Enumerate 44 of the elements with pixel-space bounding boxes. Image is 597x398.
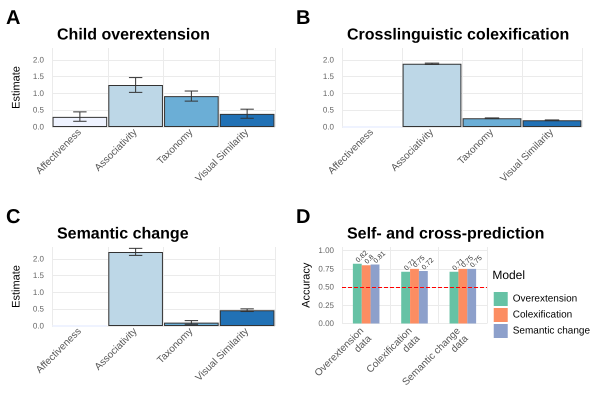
y-tick-label: 0.5 [32, 106, 45, 115]
y-tick-label: 1.5 [322, 72, 335, 82]
y-tick-label: 0.5 [32, 304, 45, 314]
y-tick-label: 0.0 [32, 122, 45, 132]
y-tick-label: 1.00 [318, 246, 335, 256]
chart-title: Crosslinguistic colexification [347, 26, 570, 44]
text: C [6, 206, 20, 228]
y-tick-label: 2.0 [32, 254, 45, 264]
bar [458, 268, 468, 324]
y-tick-label: 1.0 [322, 88, 335, 98]
y-tick-label: 2.0 [32, 55, 45, 64]
y-tick-label: 0.0 [32, 322, 45, 330]
legend-label: Overextension [512, 294, 578, 304]
y-axis-title: Estimate [10, 66, 22, 109]
bar [370, 264, 380, 324]
legend-title: Model [492, 268, 526, 282]
text: B [296, 7, 310, 29]
chart-title: Child overextension [57, 26, 210, 44]
legend-label: Semantic change [512, 326, 590, 336]
y-tick-label: 0.50 [318, 282, 335, 292]
legend-label: Colexification [512, 310, 572, 320]
bar [418, 271, 428, 324]
y-tick-label: 1.0 [32, 288, 45, 297]
y-tick-label: 0.75 [318, 264, 335, 274]
y-tick-label: 0.25 [318, 300, 335, 310]
bar [467, 268, 476, 324]
chart-title: Semantic change [57, 226, 189, 242]
y-tick-label: 1.0 [32, 88, 45, 98]
bar [410, 268, 419, 324]
bar [401, 272, 410, 324]
y-axis-title: Estimate [10, 265, 22, 308]
y-tick-label: 2.0 [322, 55, 335, 64]
bar [352, 264, 362, 324]
y-tick-label: 0.00 [318, 318, 335, 328]
text: A [6, 7, 20, 29]
text: D [296, 206, 310, 228]
y-tick-label: 1.5 [32, 271, 45, 280]
y-axis-title: Accuracy [300, 262, 312, 308]
y-tick-label: 0.5 [322, 106, 335, 115]
y-tick-label: 1.5 [32, 72, 45, 82]
chart-title: Self- and cross-prediction [347, 226, 544, 242]
bar [362, 265, 371, 324]
bar [450, 272, 458, 324]
y-tick-label: 0.0 [322, 122, 335, 132]
